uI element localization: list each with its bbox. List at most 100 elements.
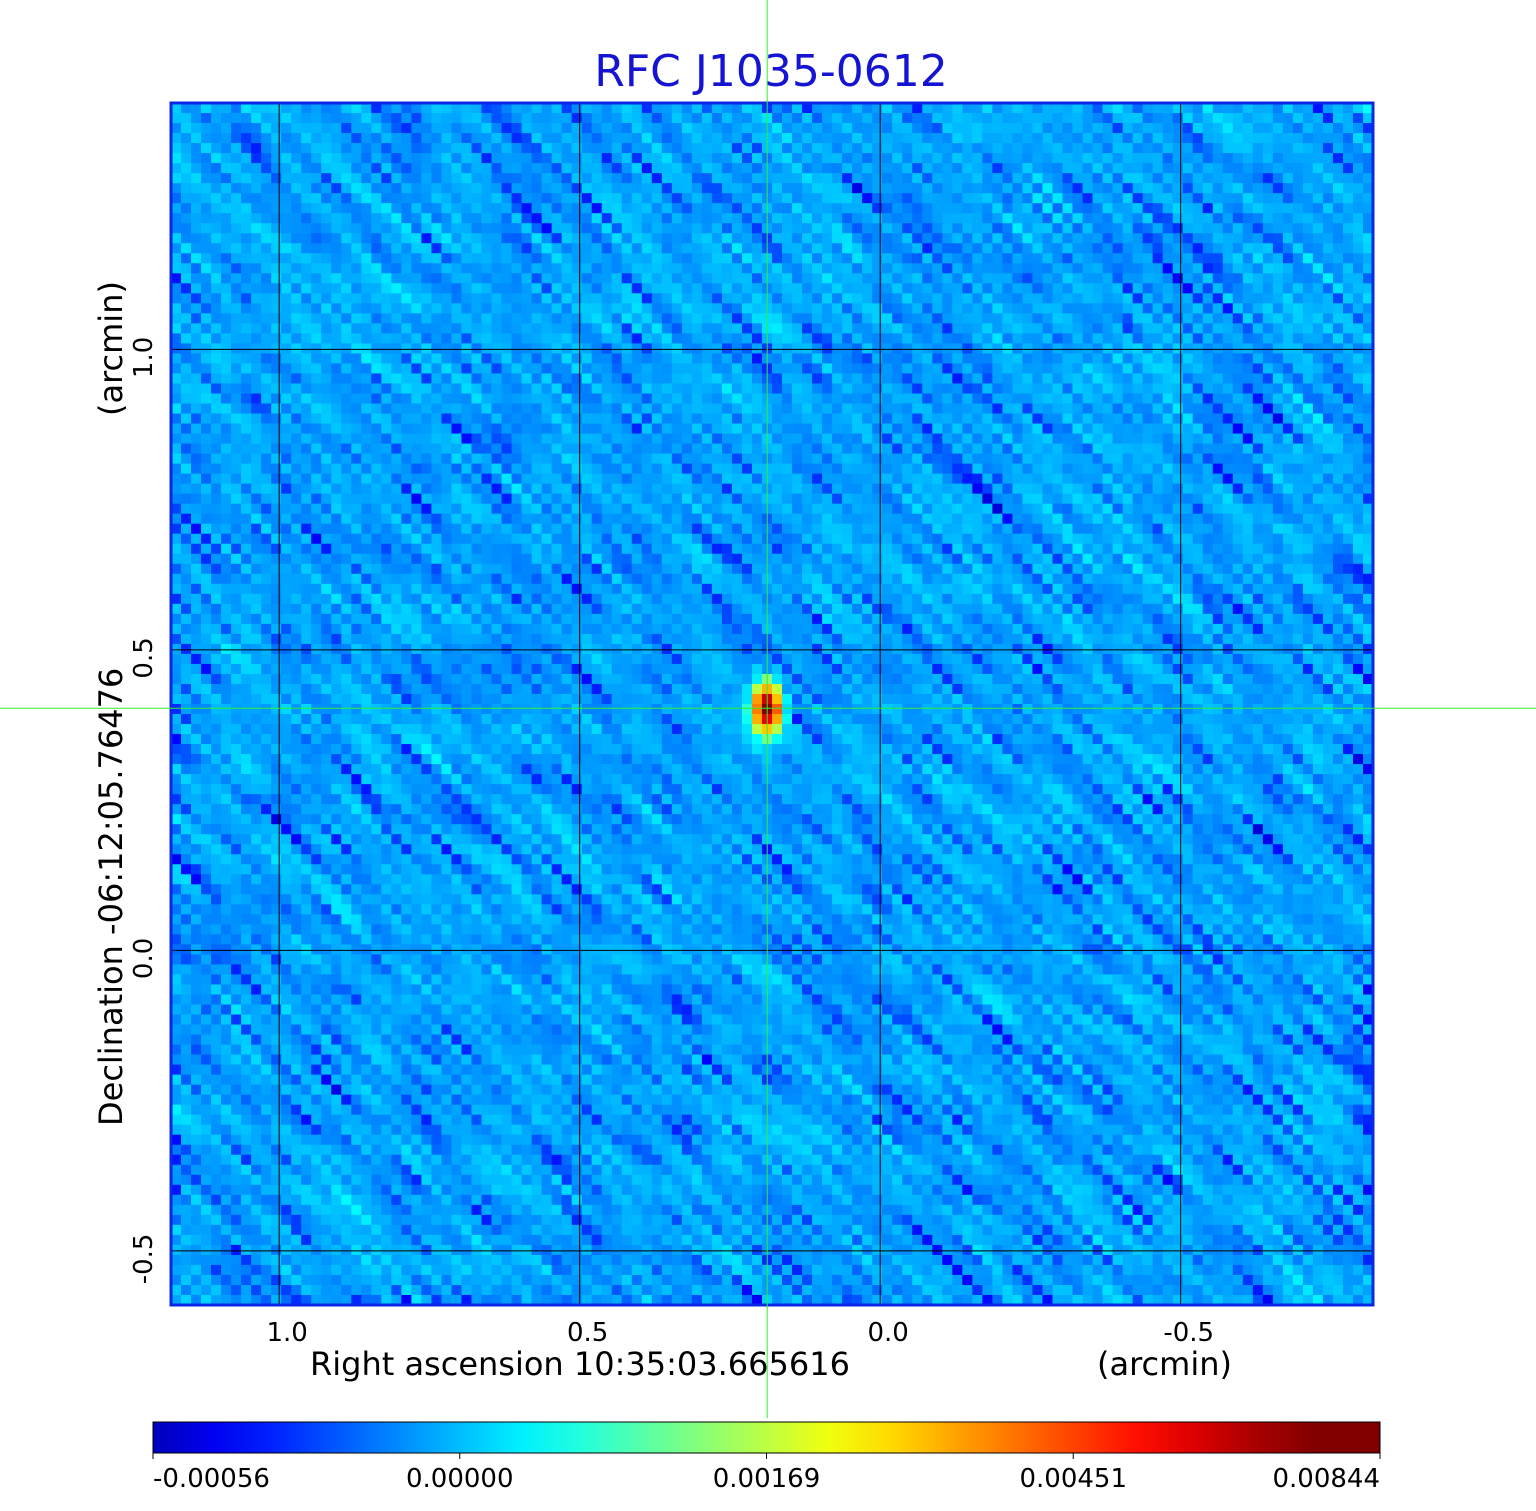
heatmap-cell bbox=[311, 443, 322, 454]
heatmap-cell bbox=[1092, 213, 1103, 224]
heatmap-cell bbox=[291, 353, 302, 364]
heatmap-cell bbox=[171, 483, 182, 495]
heatmap-cell bbox=[812, 363, 823, 374]
heatmap-cell bbox=[1262, 243, 1274, 254]
heatmap-cell bbox=[1172, 263, 1184, 274]
heatmap-cell bbox=[912, 353, 923, 364]
heatmap-cell bbox=[912, 413, 923, 424]
heatmap-cell bbox=[231, 373, 242, 384]
heatmap-cell bbox=[741, 343, 753, 354]
heatmap-cell bbox=[1302, 423, 1314, 434]
heatmap-cell bbox=[401, 473, 412, 485]
heatmap-cell bbox=[1172, 173, 1184, 184]
heatmap-cell bbox=[1222, 113, 1234, 124]
heatmap-cell bbox=[852, 353, 863, 364]
heatmap-cell bbox=[1312, 333, 1324, 344]
heatmap-cell bbox=[371, 483, 382, 495]
heatmap-cell bbox=[401, 273, 412, 284]
heatmap-cell bbox=[491, 303, 502, 314]
heatmap-cell bbox=[812, 273, 823, 284]
heatmap-cell bbox=[852, 133, 863, 144]
heatmap-cell bbox=[221, 163, 232, 174]
heatmap-cell bbox=[311, 413, 322, 424]
heatmap-cell bbox=[431, 133, 442, 144]
heatmap-cell bbox=[411, 113, 422, 124]
heatmap-cell bbox=[1242, 203, 1254, 214]
heatmap-cell bbox=[661, 153, 673, 164]
heatmap-cell bbox=[1272, 333, 1284, 344]
heatmap-cell bbox=[822, 463, 833, 475]
heatmap-cell bbox=[1042, 313, 1053, 324]
heatmap-cell bbox=[191, 513, 202, 525]
heatmap-cell bbox=[631, 133, 643, 144]
heatmap-cell bbox=[541, 153, 553, 164]
heatmap-cell bbox=[1202, 233, 1214, 244]
heatmap-cell bbox=[1292, 143, 1304, 154]
heatmap-cell bbox=[241, 323, 252, 334]
heatmap-cell bbox=[1312, 243, 1324, 254]
heatmap-cell bbox=[1252, 203, 1264, 214]
heatmap-cell bbox=[641, 153, 653, 164]
heatmap-cell bbox=[271, 213, 282, 224]
heatmap-cell bbox=[1362, 323, 1374, 334]
heatmap-cell bbox=[1202, 253, 1214, 264]
heatmap-cell bbox=[1072, 173, 1083, 184]
heatmap-cell bbox=[391, 403, 402, 414]
heatmap-cell bbox=[261, 333, 272, 344]
heatmap-cell bbox=[1102, 373, 1113, 384]
heatmap-cell bbox=[481, 313, 492, 324]
heatmap-cell bbox=[1322, 103, 1334, 114]
heatmap-cell bbox=[1072, 213, 1083, 224]
heatmap-cell bbox=[792, 363, 803, 374]
heatmap-cell bbox=[1292, 363, 1304, 374]
heatmap-cell bbox=[1232, 133, 1244, 144]
heatmap-cell bbox=[251, 293, 262, 304]
heatmap-cell bbox=[631, 183, 643, 194]
heatmap-cell bbox=[982, 243, 993, 254]
heatmap-cell bbox=[1192, 173, 1204, 184]
heatmap-cell bbox=[1322, 143, 1334, 154]
heatmap-cell bbox=[1282, 363, 1294, 374]
heatmap-cell bbox=[1062, 453, 1073, 464]
heatmap-cell bbox=[1212, 123, 1224, 134]
heatmap-cell bbox=[431, 443, 442, 454]
heatmap-cell bbox=[822, 333, 833, 344]
heatmap-cell bbox=[1022, 353, 1033, 364]
heatmap-cell bbox=[782, 253, 793, 264]
heatmap-cell bbox=[411, 163, 422, 174]
heatmap-cell bbox=[1302, 193, 1314, 204]
heatmap-cell bbox=[1062, 153, 1073, 164]
heatmap-cell bbox=[341, 403, 352, 414]
heatmap-cell bbox=[1062, 413, 1073, 424]
heatmap-cell bbox=[1342, 253, 1354, 264]
heatmap-cell bbox=[962, 253, 973, 264]
heatmap-cell bbox=[751, 413, 763, 424]
heatmap-cell bbox=[671, 103, 683, 114]
heatmap-cell bbox=[832, 403, 843, 414]
heatmap-cell bbox=[631, 173, 643, 184]
heatmap-cell bbox=[191, 283, 202, 294]
heatmap-cell bbox=[822, 403, 833, 414]
heatmap-cell bbox=[591, 433, 603, 444]
heatmap-cell bbox=[471, 293, 482, 304]
heatmap-cell bbox=[1032, 263, 1043, 274]
heatmap-cell bbox=[1002, 383, 1013, 394]
heatmap-cell bbox=[421, 433, 432, 444]
heatmap-cell bbox=[962, 283, 973, 294]
heatmap-cell bbox=[291, 433, 302, 444]
heatmap-cell bbox=[842, 243, 853, 254]
heatmap-cell bbox=[261, 133, 272, 144]
heatmap-cell bbox=[321, 323, 332, 334]
heatmap-cell bbox=[411, 513, 422, 525]
heatmap-cell bbox=[972, 433, 983, 444]
heatmap-cell bbox=[902, 323, 913, 334]
heatmap-cell bbox=[661, 423, 673, 434]
heatmap-cell bbox=[1152, 293, 1164, 304]
heatmap-cell bbox=[421, 313, 432, 324]
heatmap-cell bbox=[1182, 253, 1194, 264]
heatmap-cell bbox=[852, 113, 863, 124]
heatmap-cell bbox=[461, 263, 472, 274]
heatmap-cell bbox=[271, 393, 282, 404]
heatmap-cell bbox=[1342, 363, 1354, 374]
heatmap-cell bbox=[1022, 283, 1033, 294]
